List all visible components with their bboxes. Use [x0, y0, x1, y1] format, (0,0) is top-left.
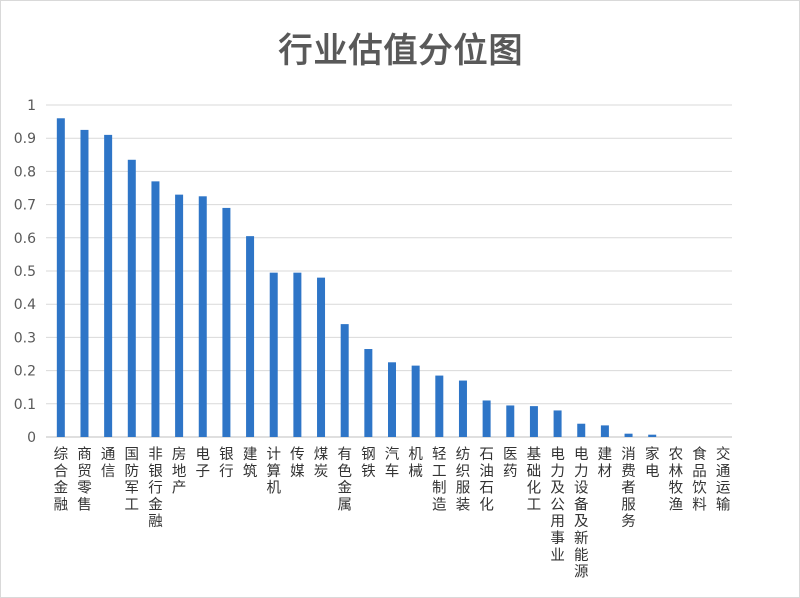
category-label: 汽车 — [385, 446, 400, 480]
category-label: 钢铁 — [361, 446, 376, 480]
category-label: 消费者服务 — [621, 446, 636, 530]
category-label: 综合金融 — [54, 446, 69, 513]
y-tick-label: 0.3 — [14, 330, 36, 346]
category-label: 建筑 — [243, 446, 258, 480]
category-label: 食品饮料 — [692, 446, 707, 513]
bar — [624, 433, 633, 437]
category-label: 电力设备及新能源 — [574, 446, 589, 581]
bar — [458, 380, 467, 437]
bar-series — [56, 118, 657, 437]
category-label: 通信 — [101, 446, 116, 480]
bar — [648, 434, 657, 437]
y-tick-label: 0.1 — [14, 397, 36, 413]
category-label: 商贸零售 — [77, 446, 92, 513]
y-tick-label: 0.4 — [14, 297, 36, 313]
bar — [127, 159, 136, 437]
category-label: 传媒 — [290, 446, 305, 480]
category-label: 电子 — [196, 446, 211, 480]
bar — [364, 349, 373, 437]
y-tick-label: 0.7 — [14, 198, 36, 214]
category-label: 房地产 — [172, 446, 187, 497]
category-label: 银行 — [219, 446, 234, 480]
bar — [246, 236, 255, 437]
bar — [482, 400, 491, 437]
x-axis: 综合金融商贸零售通信国防军工非银行金融房地产电子银行建筑计算机传媒煤炭有色金属钢… — [54, 445, 731, 581]
bar — [600, 425, 609, 437]
category-label: 纺织服装 — [456, 446, 471, 513]
bar — [293, 272, 302, 437]
y-tick-label: 0 — [27, 430, 36, 446]
bar — [506, 405, 515, 437]
bar — [222, 207, 231, 437]
bar — [175, 194, 184, 437]
category-label: 煤炭 — [314, 446, 329, 480]
category-label: 轻工制造 — [432, 446, 447, 513]
bar — [269, 272, 278, 437]
category-label: 有色金属 — [337, 446, 352, 513]
bar — [553, 410, 562, 437]
bar — [435, 375, 444, 437]
y-tick-label: 1 — [27, 98, 36, 114]
category-label: 石油石化 — [479, 447, 494, 513]
category-label: 建材 — [598, 446, 613, 480]
y-axis: 0 0.1 0.2 0.3 0.4 0.5 0.6 0.7 0.8 0.9 1 — [14, 98, 36, 446]
chart-title: 行业估值分位图 — [278, 31, 524, 71]
bar — [529, 406, 538, 437]
bar — [56, 118, 65, 437]
category-label: 非银行金融 — [148, 446, 163, 530]
category-label: 基础化工 — [527, 446, 542, 513]
category-label: 机械 — [408, 446, 423, 480]
category-label: 计算机 — [266, 446, 281, 497]
bar — [198, 196, 207, 437]
bar — [388, 362, 396, 437]
category-label: 农林牧渔 — [669, 446, 684, 513]
category-label: 国防军工 — [125, 447, 140, 513]
bar — [80, 129, 89, 437]
bar — [317, 277, 326, 437]
category-label: 医药 — [503, 447, 518, 480]
category-label: 交通运输 — [716, 445, 731, 513]
bar — [577, 423, 586, 437]
bar — [104, 134, 113, 437]
y-tick-label: 0.8 — [14, 164, 36, 180]
gridlines — [46, 104, 732, 438]
y-tick-label: 0.2 — [14, 364, 36, 380]
category-label: 家电 — [645, 446, 660, 480]
y-tick-label: 0.5 — [14, 264, 36, 280]
y-tick-label: 0.9 — [14, 131, 36, 147]
bar — [340, 324, 349, 437]
category-label: 电力及公用事业 — [550, 446, 565, 564]
y-tick-label: 0.6 — [14, 231, 36, 247]
bar — [411, 365, 420, 437]
bar — [151, 181, 160, 437]
